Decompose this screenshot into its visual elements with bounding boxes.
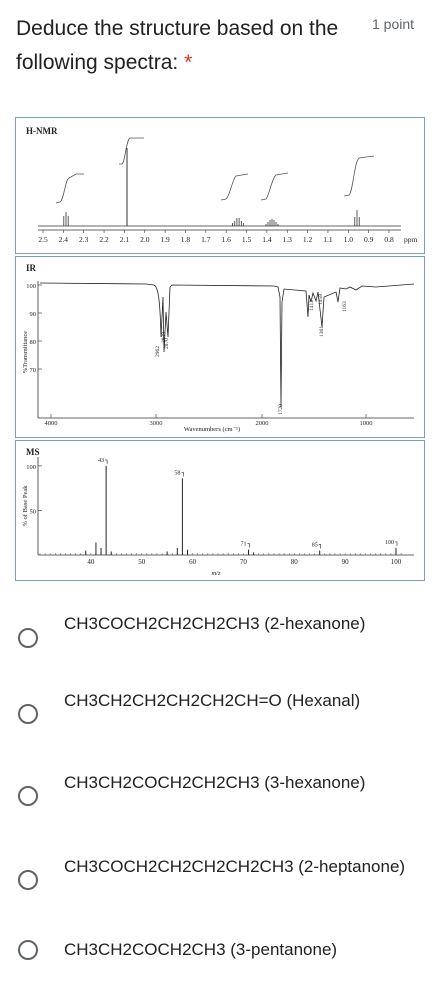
option-2-heptanone[interactable]: CH3COCH2CH2CH2CH2CH3 (2-heptanone) [0, 850, 432, 910]
radio-button[interactable] [18, 786, 38, 806]
nmr-tick-label: 2.5 [38, 235, 48, 244]
ms-peak-label: 85 [312, 543, 318, 549]
nmr-tick-label: 1.3 [283, 235, 293, 244]
ir-peak-label: 2870 [164, 338, 170, 349]
ms-x-tick-label: 60 [189, 558, 197, 566]
nmr-tick-label: 1.9 [160, 235, 170, 244]
option-3-pentanone[interactable]: CH3CH2COCH2CH3 (3-pentanone) [0, 936, 432, 976]
ms-x-tick-label: 70 [240, 558, 248, 566]
ms-y-tick-label: 50 [30, 508, 37, 515]
nmr-tick-label: 2.3 [79, 235, 89, 244]
ms-chart: 100 50 40 50 60 70 80 90 100 m/z % of Base Peak 43 5… [22, 457, 414, 577]
option-label: CH3CH2COCH2CH3 (3-pentanone) [64, 940, 338, 959]
nmr-integral [55, 173, 84, 204]
nmr-unit-label: ppm [404, 235, 418, 244]
ms-peak-label: 71 [241, 542, 247, 548]
option-label: CH3COCH2CH2CH2CH3 (2-hexanone) [64, 614, 366, 633]
ms-y-label: % of Base Peak [22, 485, 29, 527]
radio-button[interactable] [18, 628, 38, 648]
ir-panel: IR 100 90 80 70 4000 3000 2000 1000 Wavenumbers … [15, 256, 425, 438]
ms-x-tick-label: 100 [391, 558, 402, 566]
ms-x-tick-label: 40 [87, 558, 95, 566]
ir-y-tick-label: 80 [30, 339, 37, 346]
nmr-tick-label: 1.5 [242, 235, 252, 244]
ms-peak-label-bracket [247, 543, 250, 548]
ir-peak-label: 1412 [309, 300, 315, 311]
points-label: 1 point [372, 16, 415, 32]
ms-x-label: m/z [211, 570, 221, 577]
ir-peak-label: 1361 [319, 326, 325, 337]
ir-y-tick-label: 100 [26, 283, 36, 290]
option-2-hexanone[interactable]: CH3COCH2CH2CH2CH3 (2-hexanone) [0, 606, 432, 666]
ms-x-tick-label: 90 [342, 558, 350, 566]
nmr-tick-label: 1.6 [221, 235, 231, 244]
nmr-title: H-NMR [26, 126, 58, 136]
nmr-tick-label: 2.4 [59, 235, 69, 244]
ir-peak-label: 2939 [161, 332, 167, 343]
nmr-tick-label: 1.2 [303, 235, 313, 244]
ms-peak-label: 43 [98, 458, 104, 464]
ir-y-tick-label: 70 [30, 367, 37, 374]
ir-spectrum-trace [39, 282, 415, 408]
nmr-panel: H-NMR 2.5 2.4 2.3 2.2 2.1 2.0 1.9 1.8 1.7 1.6 1.5 1… [15, 117, 425, 254]
nmr-tick-label: 2.2 [99, 235, 109, 244]
ir-peak-label: 1163 [342, 301, 348, 312]
nmr-tick-label: 0.8 [384, 235, 394, 244]
ms-peak-label-bracket [395, 541, 398, 546]
ir-title: IR [26, 263, 37, 273]
nmr-tick-label: 1.8 [181, 235, 191, 244]
nmr-tick-label: 0.9 [364, 235, 374, 244]
ms-peak-label-bracket [105, 459, 108, 464]
radio-button[interactable] [18, 704, 38, 724]
ms-x-tick-label: 80 [291, 558, 299, 566]
nmr-tick-label: 2.1 [120, 235, 130, 244]
ir-x-tick-label: 3000 [150, 420, 163, 427]
nmr-integral [343, 155, 375, 197]
ms-peak-label-bracket [318, 544, 322, 549]
ir-peak-label: 1720 [278, 404, 284, 415]
nmr-integral [260, 172, 289, 201]
option-hexanal[interactable]: CH3CH2CH2CH2CH2CH=O (Hexanal) [0, 684, 432, 744]
nmr-tick-label: 2.0 [140, 235, 150, 244]
nmr-tick-label: 1.4 [262, 235, 272, 244]
radio-button[interactable] [18, 870, 38, 890]
ir-x-tick-label: 4000 [45, 420, 58, 427]
spectra-figure: H-NMR 2.5 2.4 2.3 2.2 2.1 2.0 1.9 1.8 1.7 1.6 1.5 1… [15, 117, 425, 581]
ms-peak-label: 58 [174, 470, 180, 476]
nmr-tick-label: 1.0 [344, 235, 354, 244]
ms-y-tick-label: 100 [26, 464, 36, 471]
ir-x-label: Wavenumbers (cm⁻¹) [184, 426, 240, 433]
ir-x-tick-label: 1000 [360, 420, 373, 427]
ir-peak-label: 2962 [155, 346, 161, 357]
ms-title: MS [26, 447, 40, 457]
ir-x-tick-label: 2000 [256, 420, 269, 427]
question-title: Deduce the structure based on the follow… [16, 12, 361, 80]
radio-button[interactable] [18, 940, 38, 960]
required-asterisk: * [184, 51, 193, 74]
option-label: CH3COCH2CH2CH2CH2CH3 (2-heptanone) [64, 857, 406, 876]
ms-panel: MS 100 50 40 50 60 70 80 90 100 m/z % of Base Peak… [15, 440, 425, 581]
nmr-tick-label: 1.1 [323, 235, 333, 244]
ms-peak-label: 100 [385, 540, 394, 546]
ir-peak-label: 1458 [318, 294, 324, 305]
ir-y-tick-label: 90 [30, 311, 37, 318]
nmr-spectrum: 2.5 2.4 2.3 2.2 2.1 2.0 1.9 1.8 1.7 1.6 1.5 1.4 1.3 1… [38, 137, 418, 244]
ms-peak-label-bracket [181, 472, 184, 477]
ms-x-tick-label: 50 [138, 558, 146, 566]
option-3-hexanone[interactable]: CH3CH2COCH2CH2CH3 (3-hexanone) [0, 766, 432, 826]
question-text: Deduce the structure based on the follow… [16, 17, 339, 74]
option-label: CH3CH2CH2CH2CH2CH=O (Hexanal) [64, 691, 361, 710]
nmr-tick-label: 1.7 [201, 235, 211, 244]
nmr-integral [119, 137, 144, 165]
nmr-integral [220, 173, 249, 201]
option-label: CH3CH2COCH2CH2CH3 (3-hexanone) [64, 773, 366, 792]
ir-spectrum: 100 90 80 70 4000 3000 2000 1000 Wavenumbers (cm… [22, 281, 415, 433]
ir-y-label: %Transmittance [22, 331, 29, 373]
